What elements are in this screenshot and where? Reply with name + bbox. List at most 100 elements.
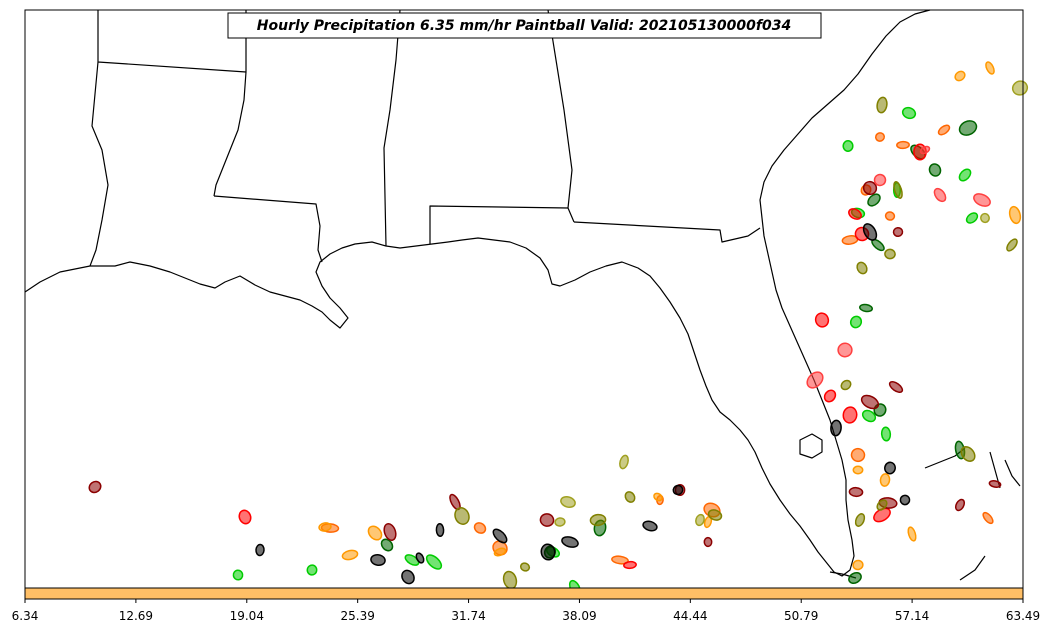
precip-blob-8-1 [560,496,576,508]
precip-blob-7-12 [435,522,445,538]
precip-blob-7-1 [884,461,896,475]
precip-blob-7-0 [862,223,878,241]
precip-blob-5-6 [954,498,966,512]
precip-blob-7-10 [401,569,415,585]
precip-blob-7-13 [255,543,265,557]
precip-blob-6-7 [454,507,470,525]
precip-blob-5-13 [988,480,1002,488]
precip-blob-8-4 [980,212,990,224]
precip-blob-2-8 [473,522,487,534]
precip-blob-2-4 [896,140,910,150]
state-boundary-ms-river [213,71,247,197]
precip-blob-3-5 [318,522,332,532]
precip-blob-6-6 [854,513,866,527]
state-boundary-ms-la-south [213,195,323,263]
precip-blob-6-1 [893,181,903,199]
colorbar-tick-label-5: 38.09 [562,609,596,623]
precip-blob-6-5 [876,499,888,511]
precip-blob-0-1 [842,140,854,152]
basemap-outlines [24,9,1021,581]
colorbar-tick-label-0: 6.34 [12,609,39,623]
precip-blob-0-7 [880,426,892,442]
precip-blob-5-2 [860,394,880,410]
precip-blob-7-11 [370,553,386,567]
precip-blob-3-4 [852,559,864,571]
precip-blob-4-2 [814,312,830,328]
precip-blob-3-3 [907,526,917,542]
precip-blob-5-10 [539,513,555,527]
precip-blob-7-6 [540,543,556,561]
precip-blob-0-0 [901,106,917,120]
colorbar-tick-label-7: 50.79 [784,609,818,623]
title-box-frame [227,12,822,39]
state-boundary-ms-al [383,9,401,247]
precip-blob-1-9 [928,163,942,177]
precip-blob-6-13 [960,446,976,462]
precip-blob-4-3 [823,389,837,403]
precip-blob-7-5 [672,484,684,496]
precip-blob-8-3 [695,513,705,527]
precip-blob-9-5 [973,193,991,207]
precip-blob-4-0 [848,208,862,220]
precip-blob-4-6 [623,560,637,570]
precip-blob-6-3 [856,261,868,275]
precip-blob-5-1 [892,226,904,238]
precip-blob-2-13 [982,511,994,525]
precip-blobs [88,61,1029,597]
precip-blob-8-2 [554,517,566,527]
precip-blob-1-10 [958,120,978,136]
precip-blob-0-14 [958,168,972,182]
precip-blob-9-2 [837,342,853,358]
colorbar-tick-label-4: 31.74 [451,609,485,623]
state-boundary-la-ar [97,10,247,73]
colorbar-tick-label-9: 63.49 [1006,609,1040,623]
precip-blob-5-3 [888,380,904,394]
colorbar [24,587,1024,600]
precip-blob-7-8 [492,528,508,544]
precip-blob-3-2 [852,465,864,475]
precip-blob-3-9 [653,492,663,502]
colorbar-tick-label-3: 25.39 [340,609,374,623]
precip-blob-1-3 [859,303,873,313]
precip-blob-6-0 [876,96,888,114]
precip-blob-5-11 [703,536,713,548]
colorbar-tick-label-2: 19.04 [230,609,264,623]
precip-blob-9-0 [919,145,931,155]
colorbar-ticks: 6.34 12.69 19.04 25.39 31.74 38.09 44.44 50.79 5… [12,599,1040,623]
gulf-coastline [24,9,931,577]
state-boundary-al-ga [547,9,575,223]
precip-blob-6-14 [1006,238,1018,252]
precip-blob-3-1 [954,70,966,82]
precip-blob-6-2 [884,248,896,260]
precip-blob-4-7 [238,509,252,525]
precip-blob-5-0 [862,180,878,196]
colorbar-tick-label-6: 44.44 [673,609,707,623]
state-boundary-ga-fl [573,221,761,243]
state-boundary-al-fl [429,205,569,244]
precip-blob-0-3 [965,212,979,224]
map-background [25,10,1023,588]
precip-blob-7-3 [830,419,842,437]
precip-blob-3-0 [985,61,995,75]
precip-blob-0-9 [306,564,318,576]
precip-blob-4-4 [842,406,858,424]
precip-blob-2-6 [937,124,951,136]
precip-blob-5-4 [848,486,864,498]
precip-blob-2-5 [850,447,866,463]
precip-blob-5-8 [383,523,397,541]
precip-blob-1-1 [867,193,881,207]
precip-blob-9-1 [806,371,824,389]
precip-blob-9-3 [873,173,887,187]
precip-blob-6-9 [519,562,531,572]
precip-blob-3-8 [493,547,507,557]
precip-blob-5-7 [88,480,102,494]
precip-blob-7-7 [561,536,579,548]
colorbar-tick-label-1: 12.69 [119,609,153,623]
precip-blob-0-6 [861,409,877,423]
precip-blob-7-4 [642,520,658,532]
precip-blob-2-0 [874,132,886,142]
title-box: Hourly Precipitation 6.35 mm/hr Paintbal… [227,12,822,39]
precip-blob-6-11 [624,491,636,503]
